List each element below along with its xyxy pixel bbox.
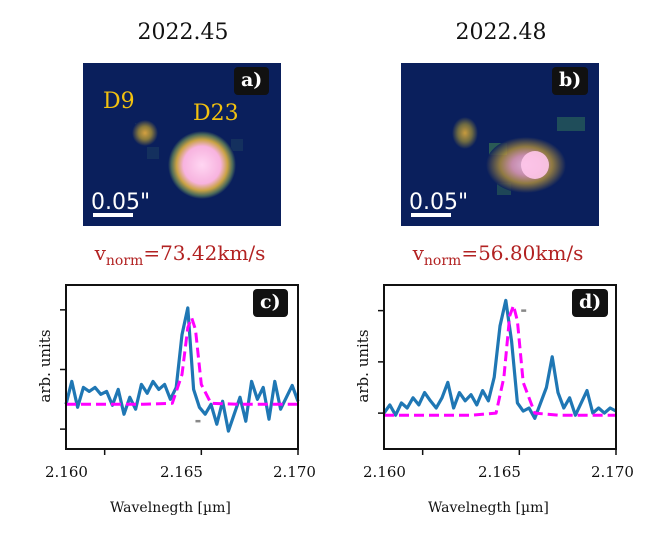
- source-label-d23: D23: [193, 101, 239, 126]
- chart-d-xtick-label: 2.165: [478, 463, 521, 481]
- chart-c-xtick-label: 2.165: [160, 463, 203, 481]
- chart-c-fit-line: [66, 316, 298, 406]
- velocity-label-a: vnorm=73.42km/s: [94, 241, 266, 269]
- chart-d-fit-line: [384, 304, 616, 417]
- chart-d-spectrum-line: [382, 298, 617, 420]
- chart-c-xtick-label: 2.160: [45, 463, 88, 481]
- chart-c-frame: [65, 284, 299, 450]
- scale-bar-a: [93, 213, 133, 217]
- source-d9-blob: [132, 120, 158, 146]
- chart-c-spectrum-line: [64, 306, 300, 433]
- scale-label-a: 0.05": [91, 190, 151, 215]
- spectrum-chart-c: [60, 284, 300, 455]
- panel-a-epoch: 2022.45: [137, 20, 229, 45]
- image-panel-b: b) 0.05": [401, 63, 599, 226]
- chart-d-ylabel: arb. units: [354, 329, 372, 403]
- source-label-d9: D9: [103, 89, 135, 114]
- chart-d-frame: [383, 284, 617, 450]
- chart-d-xtick-label: 2.160: [363, 463, 406, 481]
- scale-bar-b: [411, 213, 451, 217]
- panel-badge-c: c): [253, 289, 288, 317]
- image-panel-a: D9 D23 a) 0.05": [83, 63, 281, 226]
- chart-c-ylabel: arb. units: [36, 329, 54, 403]
- spectrum-chart-d: [378, 284, 617, 455]
- panel-b-epoch: 2022.48: [455, 20, 547, 45]
- panel-badge-a: a): [234, 67, 270, 95]
- panel-badge-d: d): [572, 289, 609, 317]
- scale-label-b: 0.05": [409, 190, 469, 215]
- source-d23-blob: [168, 131, 236, 199]
- chart-c-xlabel: Wavelnegth [µm]: [110, 500, 231, 516]
- panel-badge-b: b): [552, 67, 589, 95]
- chart-d-xtick-label: 2.170: [591, 463, 634, 481]
- chart-c-xtick-label: 2.170: [273, 463, 316, 481]
- chart-d-xlabel: Wavelnegth [µm]: [428, 500, 549, 516]
- source-b-left-blob: [452, 117, 478, 149]
- velocity-label-b: vnorm=56.80km/s: [412, 241, 584, 269]
